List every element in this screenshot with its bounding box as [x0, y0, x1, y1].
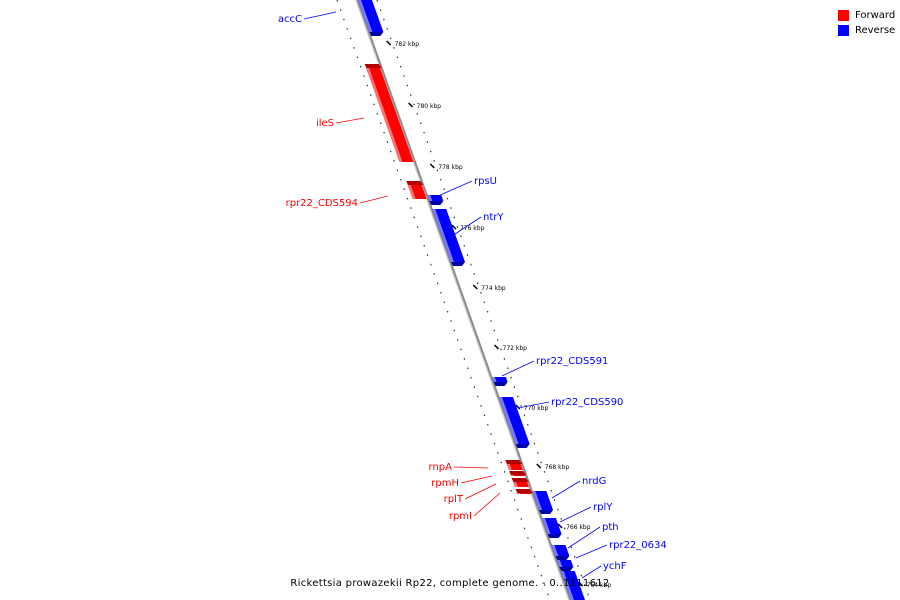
gene-body [432, 209, 466, 262]
scale-label: 770 kbp [524, 405, 549, 412]
genome-caption: Rickettsia prowazekii Rp22, complete gen… [290, 578, 610, 589]
gene-body [560, 571, 586, 600]
gene-leader [581, 565, 602, 579]
gene-shade [532, 491, 543, 510]
scale-tick [451, 224, 457, 230]
gene-cap [511, 478, 529, 482]
gene-leader [453, 466, 489, 469]
gene-cap [539, 510, 554, 514]
gene-cap [509, 471, 527, 475]
gene-label: accC [278, 14, 302, 25]
gene-cap [515, 444, 530, 448]
forward-swatch [838, 10, 849, 21]
scale-tick [536, 463, 542, 469]
gene-label: rnpA [429, 462, 453, 473]
legend-forward-label: Forward [855, 10, 896, 21]
gene-shade [541, 518, 551, 534]
gene-cap [547, 534, 562, 538]
gene-leader [303, 11, 337, 20]
gene-cap [505, 460, 523, 464]
gene-shade [560, 571, 575, 600]
legend-reverse: Reverse [838, 23, 895, 38]
forward-track [336, 0, 551, 600]
gene-label: rplY [593, 502, 613, 513]
scale-tick [408, 102, 414, 108]
gene-cap [364, 64, 382, 68]
gene-shade [364, 64, 403, 162]
scale-label: 764 kbp [587, 582, 612, 589]
gene-label: rpmI [449, 511, 472, 522]
gene-label: rpr22_CDS590 [551, 397, 623, 408]
scale-tick [557, 523, 563, 529]
gene-shade [551, 545, 559, 556]
gene-shade [556, 560, 563, 567]
scale-tick [429, 163, 435, 169]
gene-leader [473, 492, 501, 517]
gene-shade [406, 181, 416, 199]
gene-shade [427, 195, 433, 201]
gene-shade [432, 209, 455, 262]
gene-leader [451, 216, 482, 237]
genome-axis [355, 0, 572, 600]
scale-tick [515, 404, 521, 410]
gene-cap [493, 382, 508, 386]
scale-label: 782 kbp [395, 41, 420, 48]
scale-tick [472, 284, 478, 290]
gene-label: rpr22_CDS591 [536, 356, 608, 367]
scale-label: 778 kbp [438, 164, 463, 171]
legend: Forward Reverse [838, 8, 895, 38]
gene-leader [359, 195, 389, 204]
gene-body [498, 397, 530, 444]
gene-cap [555, 556, 570, 560]
scale-label: 780 kbp [417, 103, 442, 110]
gene-label: rpmH [431, 478, 459, 489]
gene-label: rplT [444, 494, 464, 505]
gene-cap [369, 32, 384, 36]
gene-shade [498, 397, 519, 444]
gene-leader [335, 117, 365, 124]
gene-leader [517, 401, 550, 409]
scale-label: 766 kbp [566, 524, 591, 531]
gene-label: nrdG [582, 476, 606, 487]
reverse-track [376, 0, 591, 600]
legend-forward: Forward [838, 8, 895, 23]
gene-label: ileS [316, 118, 334, 129]
legend-reverse-label: Reverse [855, 25, 896, 36]
gene-label: rpr22_CDS594 [286, 198, 358, 209]
gene-leader [567, 526, 601, 549]
gene-leader [501, 360, 535, 377]
gene-leader [559, 506, 592, 523]
gene-cap [429, 201, 444, 205]
gene-label: rpr22_0634 [609, 540, 667, 551]
reverse-swatch [838, 25, 849, 36]
scale-label: 776 kbp [460, 225, 485, 232]
gene-cap [406, 181, 424, 185]
gene-body [364, 64, 414, 162]
gene-cap [559, 567, 574, 571]
gene-leader [575, 544, 608, 559]
scale-tick [494, 344, 500, 350]
gene-label: rpsU [474, 176, 497, 187]
gene-cap [451, 262, 466, 266]
scale-label: 768 kbp [545, 464, 570, 471]
gene-body [357, 0, 384, 32]
gene-label: ychF [603, 561, 627, 572]
gene-leader [464, 483, 497, 500]
genome-axis-highlight [355, 0, 570, 600]
scale-tick [386, 40, 392, 46]
gene-leader [437, 180, 473, 197]
scale-label: 772 kbp [503, 345, 528, 352]
gene-label: pth [602, 522, 619, 533]
gene-cap [515, 489, 533, 493]
gene-leader [551, 480, 581, 499]
gene-label: ntrY [483, 212, 504, 223]
gene-leader [460, 475, 493, 484]
scale-tick [578, 581, 584, 587]
gene-shade [357, 0, 373, 32]
scale-label: 774 kbp [481, 285, 506, 292]
gene-shade [491, 377, 497, 382]
